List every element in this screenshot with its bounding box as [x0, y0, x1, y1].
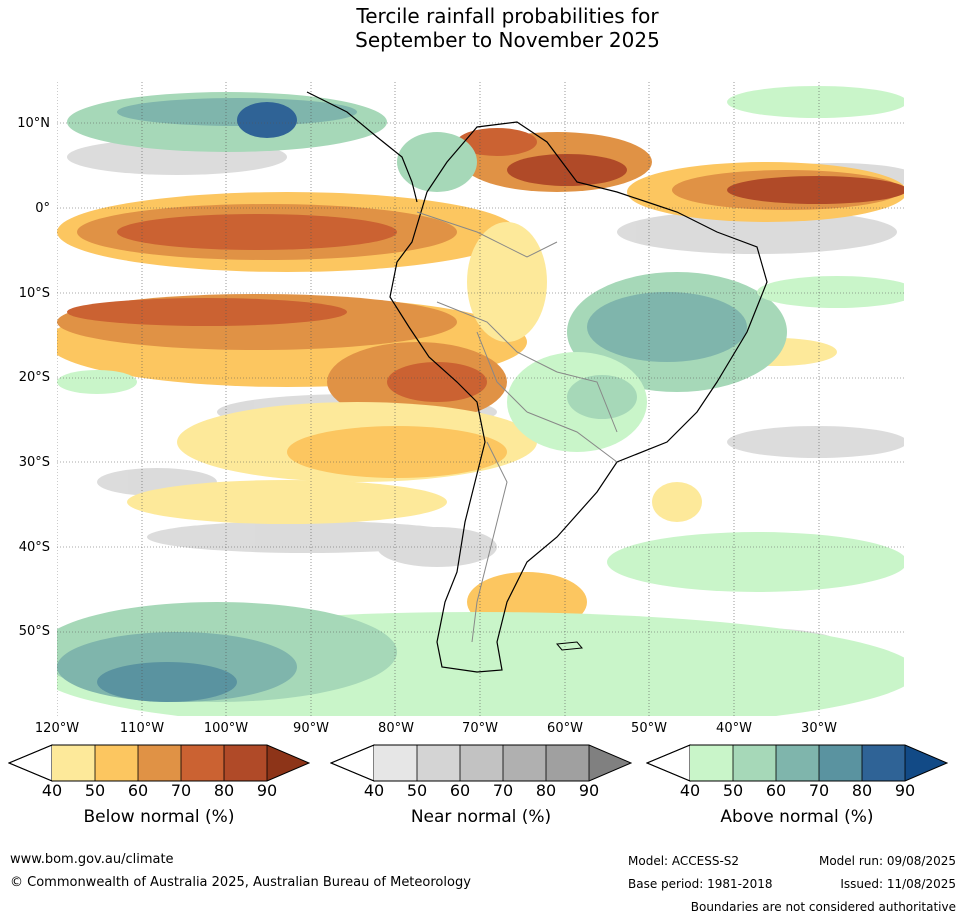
- colorbar-above-tick-70: 70: [808, 781, 830, 800]
- colorbar-near-swatch-3: [460, 745, 503, 781]
- lon-label-60w: 60°W: [547, 721, 583, 736]
- colorbar-above-swatch-5: [862, 745, 905, 781]
- colorbar-above-tick-90: 90: [894, 781, 916, 800]
- colorbar-near-tick-80: 80: [535, 781, 557, 800]
- lat-label-40s: 40°S: [18, 540, 50, 555]
- lon-label-80w: 80°W: [378, 721, 414, 736]
- colorbar-below-tick-80: 80: [213, 781, 235, 800]
- colorbar-above-tick-60: 60: [765, 781, 787, 800]
- colorbar-below-lower-extend: [8, 744, 53, 782]
- lat-label-10s: 10°S: [18, 286, 50, 301]
- colorbar-near-title: Near normal (%): [410, 807, 552, 827]
- colorbar-near-upper-extend: [589, 745, 631, 781]
- website-link[interactable]: www.bom.gov.au/climate: [10, 852, 174, 867]
- colorbar-below-tick-90: 90: [256, 781, 278, 800]
- colorbar-near-swatch-2: [417, 745, 460, 781]
- lat-label-0: 0°: [35, 201, 50, 216]
- colorbar-above-tick-50: 50: [722, 781, 744, 800]
- model-run-date: Model run: 09/08/2025: [818, 854, 956, 868]
- lat-label-50s: 50°S: [18, 624, 50, 639]
- colorbar-below-tick-60: 60: [127, 781, 149, 800]
- probability-map: [57, 82, 904, 716]
- colorbar-below-swatch-1: [52, 745, 95, 781]
- lon-label-70w: 70°W: [462, 721, 498, 736]
- coastline: [389, 121, 768, 673]
- falkland-islands: [556, 641, 583, 651]
- colorbar-above-swatch-1: [690, 745, 733, 781]
- colorbar-below-swatch-5: [224, 745, 267, 781]
- title-line-1: Tercile rainfall probabilities for: [356, 4, 659, 28]
- colorbar-above-tick-40: 40: [679, 781, 701, 800]
- country-borders: [416, 211, 618, 643]
- boundaries-disclaimer: Boundaries are not considered authoritat…: [690, 900, 956, 914]
- colorbar-above-swatch-2: [733, 745, 776, 781]
- lat-label-30s: 30°S: [18, 455, 50, 470]
- colorbar-below-title: Below normal (%): [83, 807, 235, 827]
- colorbar-below-tick-70: 70: [170, 781, 192, 800]
- lat-label-20s: 20°S: [18, 370, 50, 385]
- colorbar-near-tick-50: 50: [406, 781, 428, 800]
- colorbar-below-swatch-4: [181, 745, 224, 781]
- model-name: Model: ACCESS-S2: [628, 854, 740, 868]
- map-title: Tercile rainfall probabilities for Septe…: [0, 4, 965, 52]
- colorbar-near-normal: [330, 744, 632, 782]
- colorbar-near-swatch-1: [374, 745, 417, 781]
- colorbar-above-swatch-3: [776, 745, 819, 781]
- colorbar-above-tick-80: 80: [851, 781, 873, 800]
- near-normal-regions: [67, 139, 904, 656]
- colorbar-near-lower-extend: [330, 744, 375, 782]
- colorbar-near-tick-60: 60: [449, 781, 471, 800]
- lon-label-30w: 30°W: [801, 721, 837, 736]
- colorbar-below-swatch-2: [95, 745, 138, 781]
- colorbar-near-swatch-5: [546, 745, 589, 781]
- lon-label-50w: 50°W: [631, 721, 667, 736]
- colorbar-near-swatch-4: [503, 745, 546, 781]
- colorbar-above-normal: [646, 744, 948, 782]
- colorbar-near-tick-40: 40: [363, 781, 385, 800]
- colorbar-below-upper-extend: [267, 745, 309, 781]
- lon-label-40w: 40°W: [716, 721, 752, 736]
- colorbar-below-tick-50: 50: [84, 781, 106, 800]
- colorbar-below-swatch-3: [138, 745, 181, 781]
- lat-label-10n: 10°N: [17, 116, 50, 131]
- colorbar-above-title: Above normal (%): [720, 807, 874, 827]
- base-period: Base period: 1981-2018: [628, 877, 773, 891]
- colorbar-below-normal: [8, 744, 310, 782]
- colorbar-near-tick-70: 70: [492, 781, 514, 800]
- title-line-2: September to November 2025: [355, 28, 660, 52]
- colorbar-below-tick-40: 40: [41, 781, 63, 800]
- lon-label-120w: 120°W: [34, 721, 80, 736]
- issued-date: Issued: 11/08/2025: [840, 877, 956, 891]
- colorbar-near-tick-90: 90: [578, 781, 600, 800]
- central-america-coast: [306, 91, 418, 203]
- lon-label-90w: 90°W: [293, 721, 329, 736]
- lon-label-110w: 110°W: [119, 721, 165, 736]
- lon-label-100w: 100°W: [203, 721, 249, 736]
- colorbar-above-lower-extend: [646, 744, 691, 782]
- below-normal-regions: [57, 128, 904, 672]
- copyright-notice: © Commonwealth of Australia 2025, Austra…: [10, 875, 471, 890]
- colorbar-above-upper-extend: [905, 745, 947, 781]
- colorbar-above-swatch-4: [819, 745, 862, 781]
